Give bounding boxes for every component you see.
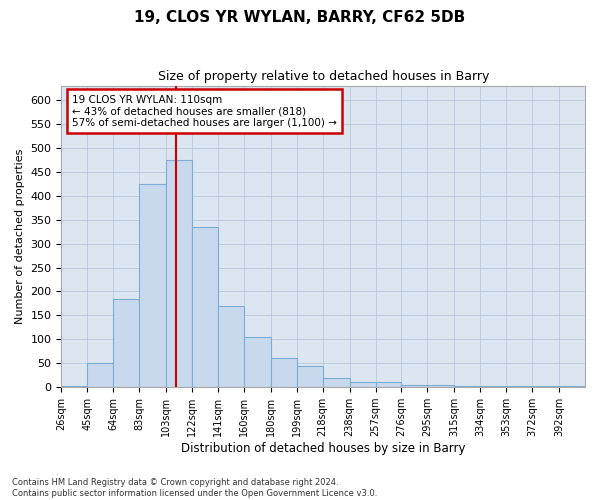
Text: 19 CLOS YR WYLAN: 110sqm
← 43% of detached houses are smaller (818)
57% of semi-: 19 CLOS YR WYLAN: 110sqm ← 43% of detach… <box>72 94 337 128</box>
Bar <box>532 386 559 387</box>
Bar <box>350 382 376 387</box>
Bar <box>454 386 480 387</box>
Bar <box>323 378 350 387</box>
Bar <box>296 366 323 387</box>
Bar <box>506 386 532 387</box>
Bar <box>376 382 401 387</box>
Bar <box>218 306 244 387</box>
Bar <box>427 385 454 387</box>
X-axis label: Distribution of detached houses by size in Barry: Distribution of detached houses by size … <box>181 442 466 455</box>
Bar <box>61 386 87 387</box>
Text: Contains HM Land Registry data © Crown copyright and database right 2024.
Contai: Contains HM Land Registry data © Crown c… <box>12 478 377 498</box>
Bar <box>559 386 585 387</box>
Bar <box>244 337 271 387</box>
Bar <box>192 227 218 387</box>
Bar <box>401 385 427 387</box>
Bar <box>87 364 113 387</box>
Bar <box>271 358 296 387</box>
Bar <box>139 184 166 387</box>
Bar <box>113 298 139 387</box>
Title: Size of property relative to detached houses in Barry: Size of property relative to detached ho… <box>158 70 489 83</box>
Y-axis label: Number of detached properties: Number of detached properties <box>15 148 25 324</box>
Bar <box>166 160 192 387</box>
Text: 19, CLOS YR WYLAN, BARRY, CF62 5DB: 19, CLOS YR WYLAN, BARRY, CF62 5DB <box>134 10 466 25</box>
Bar <box>480 386 506 387</box>
